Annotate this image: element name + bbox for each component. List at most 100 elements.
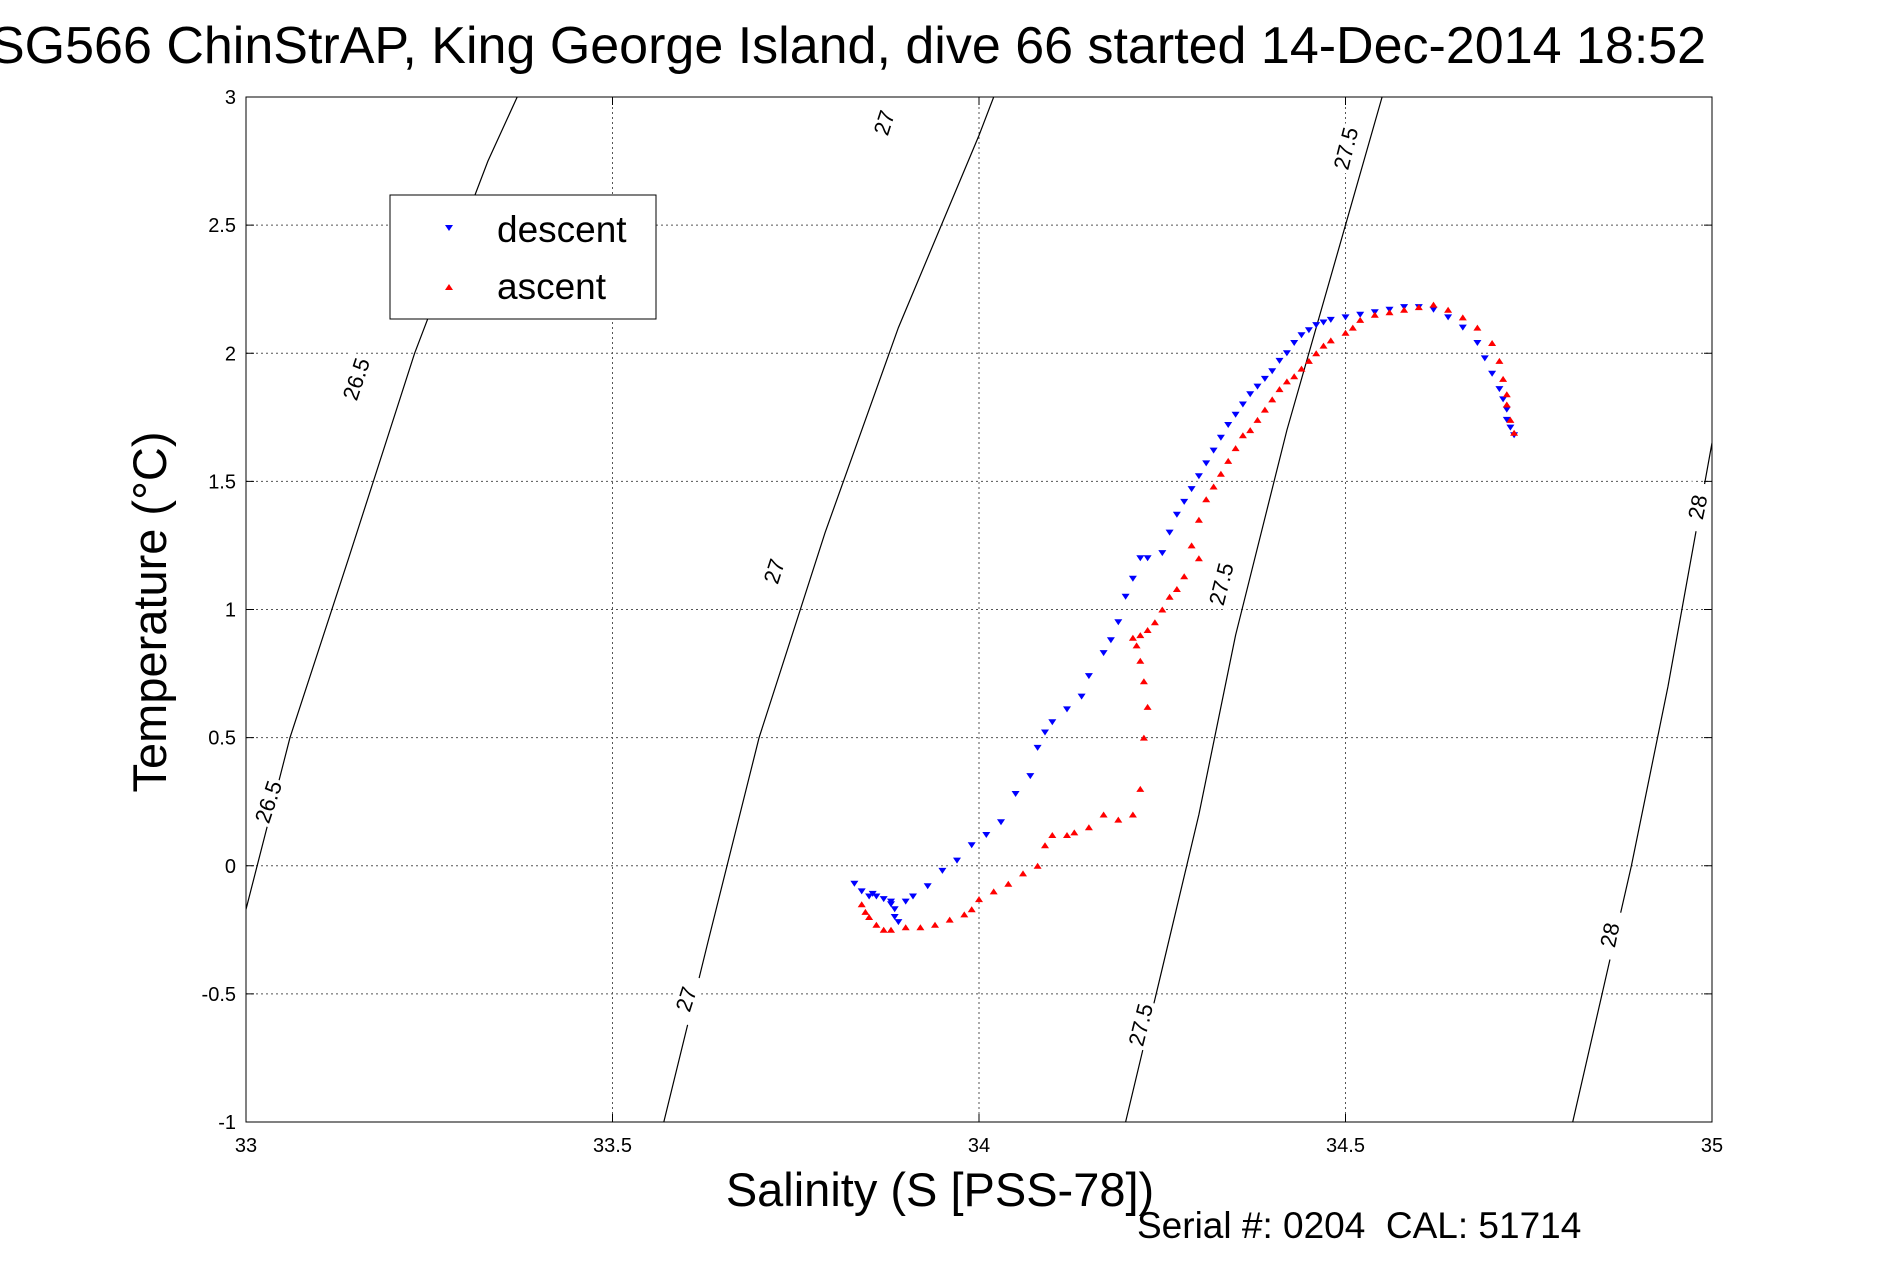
y-axis-label: Temperature (°C) [123, 432, 176, 793]
ascent-point [967, 906, 976, 913]
ascent-point [1414, 304, 1423, 311]
ascent-point [887, 926, 895, 933]
descent-point [1506, 424, 1515, 431]
contour-label: 28 [1683, 493, 1712, 522]
ascent-point [1253, 416, 1262, 423]
descent-point [1312, 322, 1321, 329]
descent-point [1488, 370, 1497, 377]
ascent-point [1495, 357, 1504, 364]
descent-point [1165, 529, 1174, 536]
descent-point [1473, 340, 1482, 346]
y-tick-label: 0 [225, 856, 236, 878]
y-tick-label: 1.5 [208, 471, 236, 493]
descent-point [1319, 319, 1328, 326]
descent-point [865, 893, 874, 900]
y-tick-label: 2.5 [208, 215, 236, 237]
ascent-point [857, 901, 866, 908]
y-tick-label: 1 [225, 600, 236, 622]
ascent-point [1502, 401, 1511, 408]
ascent-point [1114, 816, 1123, 823]
x-tick-label: 34 [968, 1135, 990, 1157]
ascent-point [901, 924, 910, 931]
descent-point [1326, 316, 1335, 323]
ascent-point [1139, 734, 1148, 741]
descent-point [1444, 314, 1453, 321]
x-tick-label: 33 [235, 1135, 257, 1157]
y-tick-label: 2 [225, 343, 236, 365]
ascent-point [1180, 573, 1189, 580]
contour-label: 27.5 [1204, 560, 1239, 608]
ascent-point [1506, 416, 1515, 423]
descent-point [1194, 473, 1203, 480]
descent-point [1231, 411, 1240, 418]
ascent-point [1348, 324, 1357, 331]
ascent-point [1429, 301, 1438, 308]
ascent-point [1246, 427, 1255, 434]
ascent-point [1041, 842, 1049, 849]
ascent-point [1356, 316, 1365, 323]
ascent-point [1187, 542, 1196, 549]
descent-point [1502, 406, 1511, 413]
descent-point [1429, 306, 1438, 313]
ascent-point [931, 921, 939, 928]
descent-point [894, 919, 903, 926]
contour-label-bg [1591, 908, 1627, 962]
ascent-point [1070, 829, 1079, 836]
ascent-point [960, 911, 969, 918]
descent-point [938, 867, 947, 874]
descent-point [1180, 498, 1189, 505]
descent-point [1253, 383, 1262, 390]
contour-label-bg [864, 95, 904, 150]
descent-point [1114, 619, 1123, 626]
ascent-point [1224, 457, 1233, 464]
density-contour-line [1125, 97, 1383, 1122]
ascent-point [1165, 593, 1174, 600]
ascent-point [1172, 586, 1181, 592]
ascent-point [1473, 324, 1482, 331]
ascent-point [879, 926, 888, 933]
ascent-point [1400, 306, 1409, 313]
ascent-point [1510, 429, 1519, 436]
chart-title: SG566 ChinStrAP, King George Island, div… [0, 17, 1706, 75]
data-layer [850, 301, 1519, 933]
descent-point [1158, 550, 1167, 557]
contour-label-bg [666, 972, 706, 1026]
x-tick-label: 35 [1701, 1135, 1723, 1157]
descent-point [1275, 357, 1284, 364]
ascent-point [1458, 314, 1467, 321]
ascent-point [1084, 824, 1093, 831]
ascent-point [1297, 365, 1306, 372]
descent-point [909, 893, 917, 900]
legend: descent ascent [389, 194, 657, 320]
descent-point [1495, 386, 1504, 393]
descent-point [1238, 401, 1247, 408]
descent-point [953, 857, 961, 864]
ascent-point [872, 921, 881, 928]
descent-point [1268, 368, 1277, 375]
ascent-point [1194, 555, 1203, 562]
ascent-point [1063, 832, 1071, 838]
descent-point [997, 819, 1005, 826]
descent-point [1048, 719, 1057, 726]
descent-point [1084, 673, 1093, 680]
descent-point [1033, 744, 1042, 751]
contour-label-bg [248, 774, 288, 829]
descent-point [923, 883, 932, 890]
contour-label: 26.5 [338, 355, 375, 404]
descent-point [967, 842, 976, 849]
ascent-point [1502, 391, 1511, 398]
ascent-point [1033, 862, 1042, 869]
ascent-point [1370, 311, 1379, 318]
descent-point [1136, 555, 1145, 562]
descent-point [890, 914, 899, 920]
contour-label: 28 [1595, 921, 1624, 950]
ascent-point [1202, 496, 1211, 503]
legend-marker-ascent [445, 284, 453, 290]
ascent-point [1238, 432, 1247, 439]
ascent-point [1143, 627, 1152, 633]
ascent-point [1209, 483, 1218, 490]
ascent-point [1136, 632, 1145, 639]
descent-point [1143, 555, 1152, 562]
